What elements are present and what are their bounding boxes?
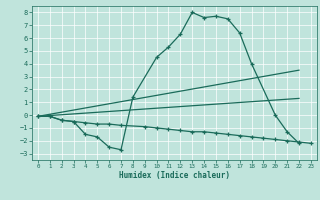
X-axis label: Humidex (Indice chaleur): Humidex (Indice chaleur): [119, 171, 230, 180]
